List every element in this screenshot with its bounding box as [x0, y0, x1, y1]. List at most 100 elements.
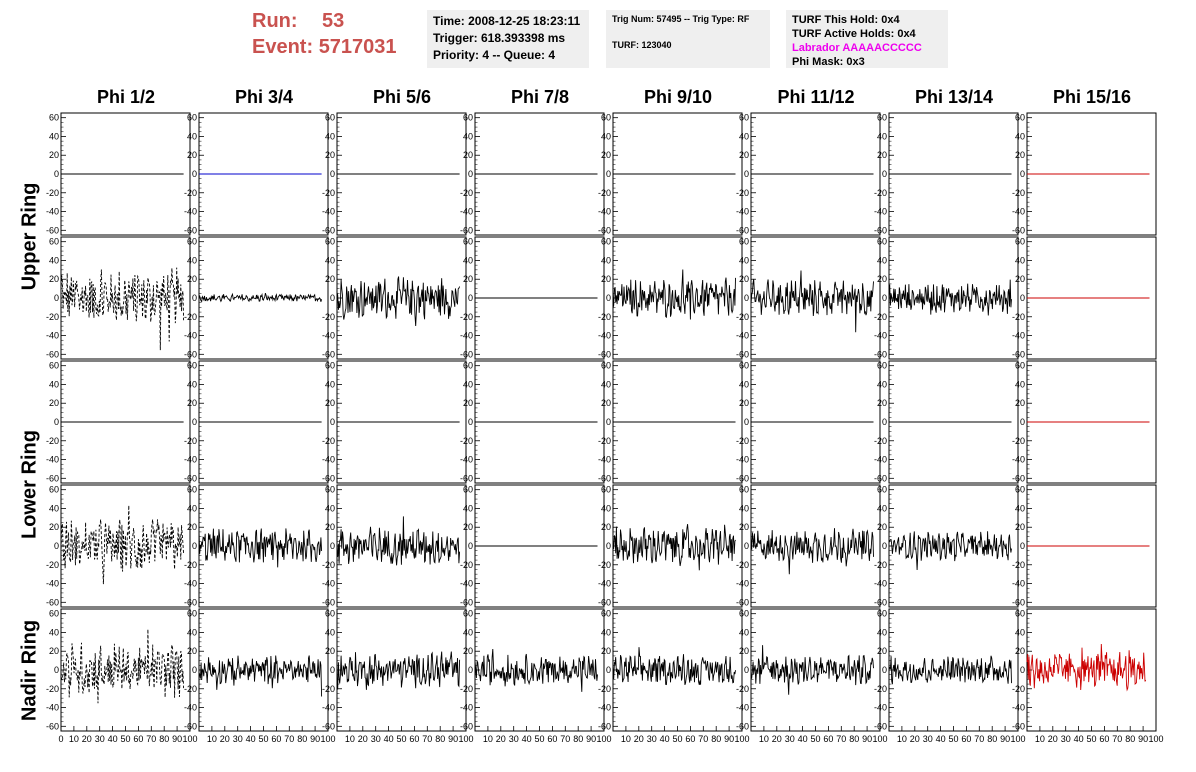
- y-tick-label: -20: [598, 188, 611, 198]
- y-tick-label: -60: [736, 473, 749, 483]
- y-tick-label: 20: [463, 150, 473, 160]
- x-tick-label: 10: [897, 734, 907, 744]
- y-tick-label: 20: [601, 398, 611, 408]
- y-tick-label: 40: [877, 503, 887, 513]
- x-tick-label: 60: [685, 734, 695, 744]
- run-value: 53: [322, 10, 345, 32]
- y-tick-label: -20: [598, 312, 611, 322]
- y-tick-label: -40: [598, 579, 611, 589]
- x-tick-label: 20: [634, 734, 644, 744]
- waveform-trace: [750, 270, 874, 333]
- y-tick-label: 60: [187, 237, 197, 247]
- waveform-trace: [60, 267, 185, 351]
- x-tick-label: 30: [509, 734, 519, 744]
- y-tick-label: 40: [877, 379, 887, 389]
- x-tick-label: 70: [422, 734, 432, 744]
- y-tick-label: -40: [46, 579, 59, 589]
- x-tick-label: 70: [974, 734, 984, 744]
- run-event-box: Run: 53 Event: 5717031: [252, 8, 422, 68]
- y-tick-label: 40: [739, 503, 749, 513]
- y-tick-label: 60: [187, 113, 197, 123]
- x-tick-label: 50: [534, 734, 544, 744]
- waveform-panel-r1-c5: 60 40 20 0 -20 -40 -60: [598, 112, 743, 236]
- y-tick-label: 20: [877, 398, 887, 408]
- y-tick-label: 20: [877, 274, 887, 284]
- y-tick-label: -40: [460, 455, 473, 465]
- y-tick-label: -20: [1012, 188, 1025, 198]
- y-tick-label: 0: [330, 665, 335, 675]
- x-tick-label: 20: [772, 734, 782, 744]
- y-tick-label: 40: [601, 627, 611, 637]
- x-tick-label: 100: [1010, 734, 1025, 744]
- waveform-trace: [60, 629, 185, 704]
- y-tick-label: 60: [49, 113, 59, 123]
- x-tick-label: 30: [923, 734, 933, 744]
- x-tick-label: 70: [146, 734, 156, 744]
- y-tick-label: 40: [463, 627, 473, 637]
- y-tick-label: -60: [874, 721, 887, 731]
- y-tick-label: 60: [877, 609, 887, 619]
- x-tick-label: 70: [836, 734, 846, 744]
- waveform-panel-r1-c3: 60 40 20 0 -20 -40 -60: [322, 112, 467, 236]
- x-tick-label: 70: [698, 734, 708, 744]
- y-tick-label: -20: [460, 436, 473, 446]
- y-tick-label: -60: [460, 473, 473, 483]
- y-tick-label: 0: [606, 417, 611, 427]
- trigger-text: Trigger: 618.393398 ms: [433, 31, 566, 45]
- y-tick-label: -40: [1012, 455, 1025, 465]
- x-tick-label: 90: [448, 734, 458, 744]
- y-tick-label: -20: [184, 684, 197, 694]
- y-tick-label: -60: [736, 225, 749, 235]
- y-tick-label: -20: [460, 684, 473, 694]
- y-tick-label: 0: [882, 293, 887, 303]
- x-tick-label: 30: [233, 734, 243, 744]
- y-tick-label: 40: [325, 503, 335, 513]
- waveform-panel-r4-c5: 60 40 20 0 -20 -40 -60: [598, 484, 743, 608]
- y-tick-label: 60: [463, 361, 473, 371]
- x-tick-label: 90: [172, 734, 182, 744]
- y-tick-label: 20: [601, 522, 611, 532]
- y-tick-label: 40: [463, 379, 473, 389]
- waveform-panel-r5-c3: 60 40 20 0 -20 -40 -60: [322, 608, 467, 732]
- x-tick-label: 70: [1112, 734, 1122, 744]
- x-tick-label: 70: [284, 734, 294, 744]
- y-tick-label: -40: [1012, 331, 1025, 341]
- y-tick-label: 20: [49, 274, 59, 284]
- y-tick-label: 0: [468, 541, 473, 551]
- y-tick-label: 20: [325, 646, 335, 656]
- y-tick-label: -60: [322, 473, 335, 483]
- y-tick-label: -60: [46, 721, 59, 731]
- y-tick-label: 60: [877, 113, 887, 123]
- y-tick-label: -20: [1012, 312, 1025, 322]
- y-tick-label: -60: [322, 721, 335, 731]
- y-tick-label: 40: [601, 503, 611, 513]
- y-tick-label: -60: [874, 225, 887, 235]
- y-tick-label: 40: [325, 131, 335, 141]
- x-tick-label: 20: [1048, 734, 1058, 744]
- x-tick-label: 90: [310, 734, 320, 744]
- y-tick-label: -40: [874, 579, 887, 589]
- y-tick-label: 40: [1015, 503, 1025, 513]
- y-tick-label: -40: [598, 331, 611, 341]
- x-tick-label: 80: [711, 734, 721, 744]
- y-tick-label: 0: [744, 417, 749, 427]
- waveform-panel-r2-c6: 60 40 20 0 -20 -40 -60: [736, 236, 881, 360]
- y-tick-label: 60: [1015, 485, 1025, 495]
- y-tick-label: -20: [736, 188, 749, 198]
- y-tick-label: -60: [874, 473, 887, 483]
- x-tick-label: 60: [133, 734, 143, 744]
- y-tick-label: -20: [598, 684, 611, 694]
- y-tick-label: 60: [601, 113, 611, 123]
- x-tick-label: 80: [435, 734, 445, 744]
- x-tick-label: 40: [522, 734, 532, 744]
- x-tick-label: 90: [724, 734, 734, 744]
- y-tick-label: 40: [49, 503, 59, 513]
- x-tick-label: 100: [872, 734, 887, 744]
- y-tick-label: -40: [460, 703, 473, 713]
- y-tick-label: -40: [322, 455, 335, 465]
- y-tick-label: 0: [1020, 417, 1025, 427]
- phi-header-4: Phi 7/8: [510, 87, 570, 107]
- y-tick-label: -20: [1012, 560, 1025, 570]
- waveform-panel-r1-c6: 60 40 20 0 -20 -40 -60: [736, 112, 881, 236]
- y-tick-label: -40: [598, 207, 611, 217]
